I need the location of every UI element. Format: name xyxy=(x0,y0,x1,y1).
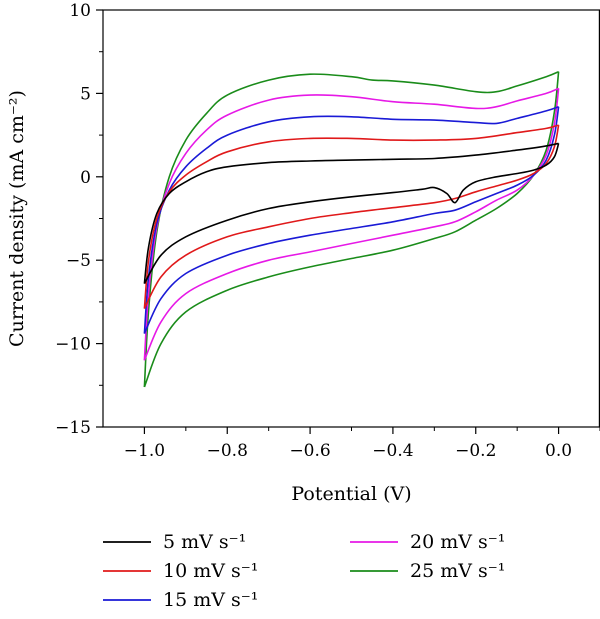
series-5-anodic-branch xyxy=(143,142,559,284)
legend: 5 mV s⁻¹ 10 mV s⁻¹ 15 mV s⁻¹ 20 mV s⁻¹ 25 mV… xyxy=(103,531,505,611)
series-5-cathodic-branch xyxy=(143,143,560,285)
x-tick-label: −0.2 xyxy=(455,441,496,461)
plot-frame xyxy=(102,9,600,428)
y-tick-label: −5 xyxy=(66,251,91,271)
curves-layer xyxy=(143,70,560,388)
legend-label: 15 mV s⁻¹ xyxy=(163,589,258,611)
ticks-layer: −1.0 −0.8 −0.6 −0.4 −0.2 0.0 −15 −10 −5 0 5 10 xyxy=(55,1,600,461)
series-25-cathodic-branch xyxy=(143,71,560,388)
y-tick-label: −10 xyxy=(55,335,91,355)
y-tick-label: 0 xyxy=(80,168,91,188)
x-tick-label: −0.4 xyxy=(372,441,413,461)
series-20-cathodic-branch xyxy=(143,88,560,361)
legend-label: 20 mV s⁻¹ xyxy=(410,531,505,553)
x-tick-label: −0.6 xyxy=(289,441,330,461)
legend-label: 5 mV s⁻¹ xyxy=(163,531,246,553)
x-axis-title: Potential (V) xyxy=(291,483,411,505)
x-tick-label: 0.0 xyxy=(545,441,572,461)
y-axis-title: Current density (mA cm⁻²) xyxy=(6,90,28,347)
y-tick-label: 5 xyxy=(80,84,91,104)
series-10-cathodic-branch xyxy=(143,124,560,309)
legend-label: 10 mV s⁻¹ xyxy=(163,560,258,582)
y-tick-label: 10 xyxy=(69,1,91,21)
x-tick-label: −1.0 xyxy=(124,441,165,461)
series-20-anodic-branch xyxy=(143,87,559,361)
series-25-anodic-branch xyxy=(143,70,559,388)
y-tick-label: −15 xyxy=(55,418,91,438)
x-tick-label: −0.8 xyxy=(207,441,248,461)
legend-label: 25 mV s⁻¹ xyxy=(410,560,505,582)
